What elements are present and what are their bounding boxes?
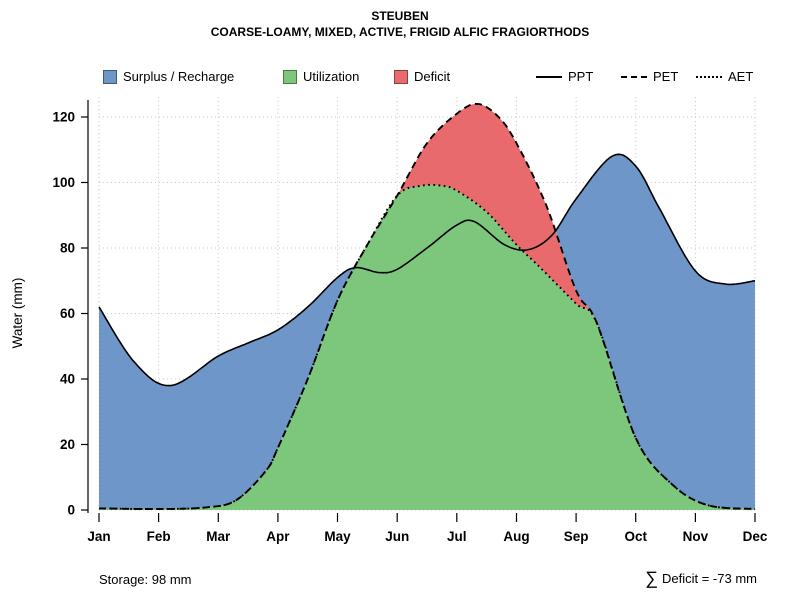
deficit-note: ∑ Deficit = -73 mm	[645, 569, 757, 587]
storage-note: Storage: 98 mm	[99, 572, 192, 587]
svg-text:100: 100	[52, 175, 75, 190]
svg-text:Feb: Feb	[147, 529, 171, 544]
legend-label-ppt: PPT	[568, 69, 594, 84]
utilization-swatch	[283, 69, 297, 84]
svg-text:80: 80	[60, 241, 75, 256]
svg-text:Mar: Mar	[206, 529, 231, 544]
deficit-text: Deficit = -73 mm	[662, 570, 757, 586]
legend-item-utilization: Utilization	[283, 69, 359, 84]
legend-item-surplus: Surplus / Recharge	[103, 69, 234, 84]
sigma-icon: ∑	[645, 568, 658, 588]
surplus-swatch	[103, 69, 117, 84]
legend: Surplus / Recharge Utilization Deficit P…	[0, 69, 800, 89]
svg-text:Nov: Nov	[683, 529, 709, 544]
legend-item-aet: AET	[696, 69, 753, 84]
pet-line-sample-icon	[621, 75, 647, 78]
svg-text:120: 120	[52, 110, 75, 125]
chart-subtitle: COARSE-LOAMY, MIXED, ACTIVE, FRIGID ALFI…	[210, 25, 590, 39]
legend-label-pet: PET	[653, 69, 679, 84]
svg-text:Oct: Oct	[624, 529, 647, 544]
svg-text:Jul: Jul	[447, 529, 467, 544]
svg-text:Jan: Jan	[87, 529, 110, 544]
svg-text:0: 0	[67, 503, 75, 518]
svg-text:Sep: Sep	[564, 529, 589, 544]
aet-line-sample-icon	[696, 75, 722, 78]
svg-text:60: 60	[60, 306, 75, 321]
svg-text:Water (mm): Water (mm)	[10, 278, 25, 349]
svg-text:Aug: Aug	[503, 529, 529, 544]
legend-label-deficit: Deficit	[414, 69, 451, 84]
legend-label-aet: AET	[728, 69, 754, 84]
svg-text:Dec: Dec	[743, 529, 768, 544]
legend-item-deficit: Deficit	[394, 69, 450, 84]
svg-text:40: 40	[60, 372, 75, 387]
legend-item-pet: PET	[621, 69, 678, 84]
deficit-swatch	[394, 69, 408, 84]
svg-text:May: May	[324, 529, 351, 544]
svg-text:Apr: Apr	[266, 529, 290, 544]
ppt-line-sample-icon	[536, 75, 562, 78]
legend-item-ppt: PPT	[536, 69, 593, 84]
legend-label-surplus: Surplus / Recharge	[123, 69, 235, 84]
legend-label-utilization: Utilization	[303, 69, 360, 84]
svg-text:20: 20	[60, 437, 75, 452]
svg-text:Jun: Jun	[385, 529, 409, 544]
chart-title: STEUBEN	[371, 9, 429, 23]
